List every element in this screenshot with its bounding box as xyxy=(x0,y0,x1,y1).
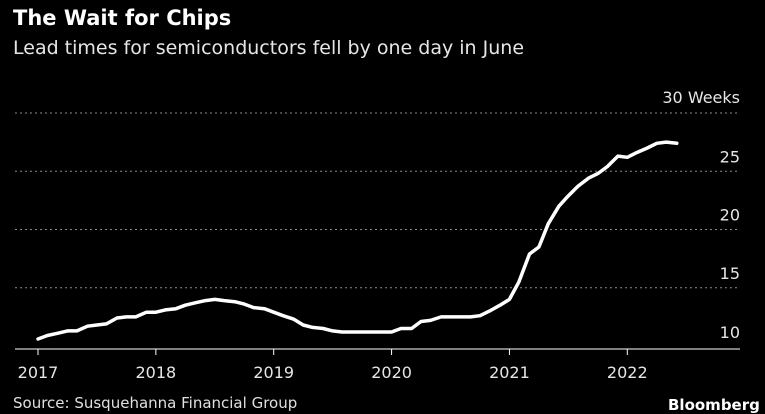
x-tick-label-2022: 2022 xyxy=(607,363,648,382)
y-tick-label-10: 10 xyxy=(720,323,740,342)
x-tick-label-2021: 2021 xyxy=(489,363,530,382)
series-layer xyxy=(36,140,679,341)
x-tick-label-2017: 2017 xyxy=(18,363,59,382)
gridlines xyxy=(15,112,740,289)
x-axis xyxy=(15,348,740,355)
x-tick-label-2018: 2018 xyxy=(135,363,176,382)
bloomberg-logo: Bloomberg xyxy=(668,396,760,414)
x-tick-label-2020: 2020 xyxy=(371,363,412,382)
y-axis-tick-labels: 30 Weeks 25 20 15 10 xyxy=(662,88,740,342)
series-line-lead-times xyxy=(36,140,679,341)
chart-subtitle: Lead times for semiconductors fell by on… xyxy=(13,37,525,59)
y-tick-label-15: 15 xyxy=(720,264,740,283)
source-note: Source: Susquehanna Financial Group xyxy=(13,394,298,412)
x-axis-tick-labels: 2017 2018 2019 2020 2021 2022 xyxy=(18,363,648,382)
x-tick-label-2019: 2019 xyxy=(253,363,294,382)
y-tick-label-30: 30 Weeks xyxy=(662,88,740,107)
chart-title: The Wait for Chips xyxy=(13,6,232,30)
y-tick-label-20: 20 xyxy=(720,206,740,225)
y-tick-label-25: 25 xyxy=(720,147,740,166)
